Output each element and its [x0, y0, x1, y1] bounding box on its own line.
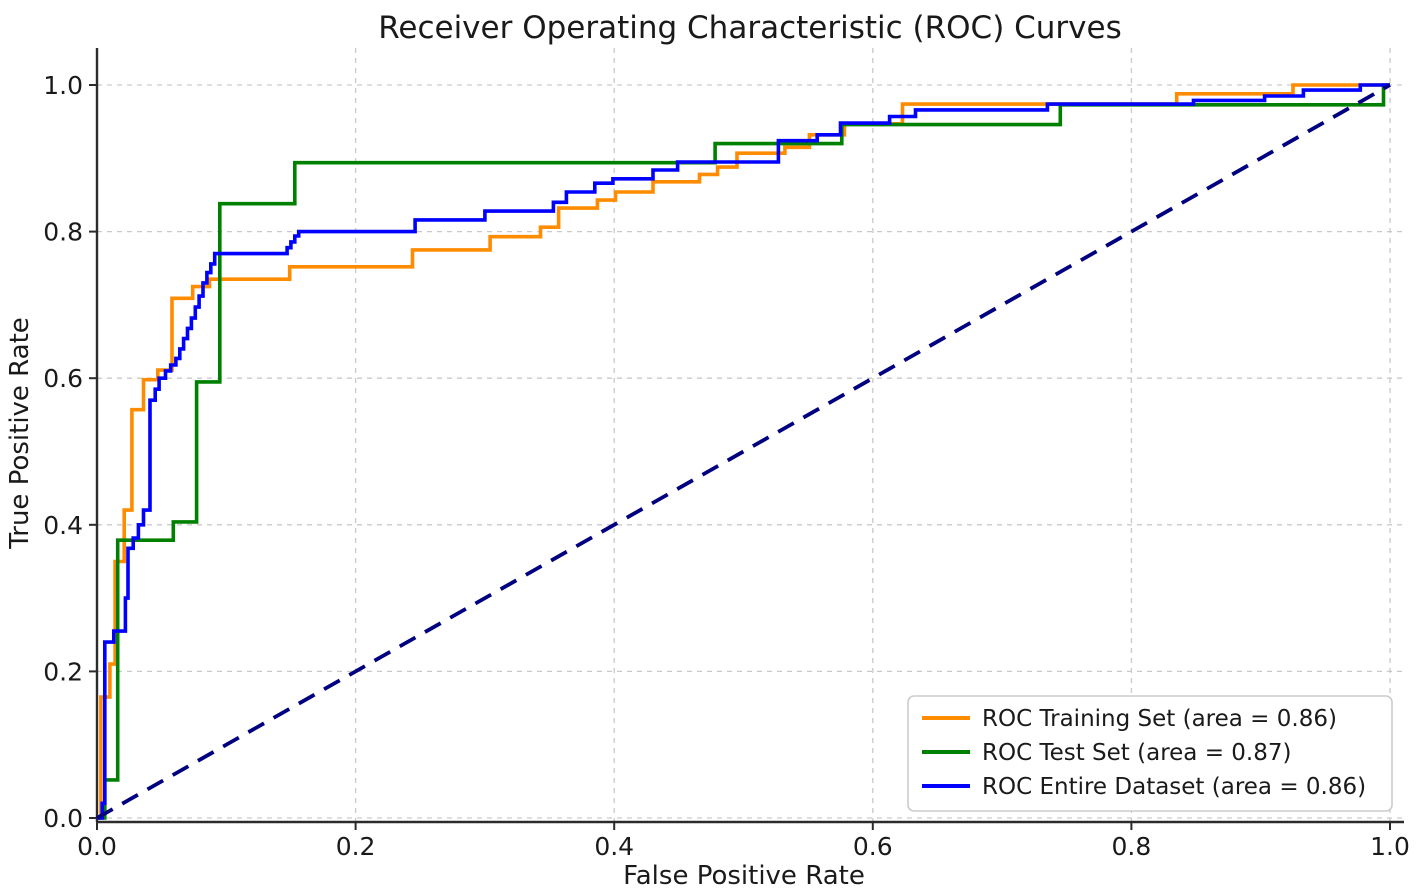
legend-label-roc-test-set: ROC Test Set (area = 0.87)	[982, 740, 1291, 766]
x-tick-label-0.6: 0.6	[853, 832, 893, 861]
roc-test-set-curve	[97, 83, 1390, 820]
grid-lines	[96, 48, 1404, 822]
x-tick-label-0.4: 0.4	[594, 832, 634, 861]
legend: ROC Training Set (area = 0.86) ROC Test S…	[907, 695, 1393, 812]
chance-diagonal-line	[96, 83, 1391, 820]
chart-title: Receiver Operating Characteristic (ROC) …	[378, 10, 1122, 46]
x-tick-label-0.8: 0.8	[1112, 832, 1152, 861]
roc-curves	[97, 83, 1390, 820]
y-axis-label: True Positive Rate	[5, 317, 35, 550]
y-tick-label-0.0: 0.0	[43, 804, 83, 833]
y-tick-label-0.8: 0.8	[43, 218, 83, 247]
y-tick-label-0.6: 0.6	[43, 364, 83, 393]
x-tick-label-0.2: 0.2	[336, 832, 376, 861]
legend-label-roc-training-set: ROC Training Set (area = 0.86)	[982, 706, 1337, 732]
x-tick-label-0.0: 0.0	[77, 832, 117, 861]
roc-entire-dataset-curve	[97, 83, 1390, 820]
x-tick-label-1.0: 1.0	[1370, 832, 1410, 861]
y-tick-label-0.4: 0.4	[43, 511, 83, 540]
axis-ticks: 0.0 0.2 0.4 0.6 0.8 1.0 0.0 0.2 0.4 0.6 0.8 1.0	[43, 71, 1410, 861]
chance-diagonal	[96, 83, 1391, 820]
roc-training-set-curve	[97, 83, 1390, 820]
y-tick-label-0.2: 0.2	[43, 657, 83, 686]
axis-spines	[95, 48, 1404, 824]
y-tick-label-1.0: 1.0	[43, 71, 83, 100]
legend-label-roc-entire-dataset: ROC Entire Dataset (area = 0.86)	[982, 774, 1366, 800]
x-axis-label: False Positive Rate	[623, 861, 865, 891]
legend-box	[907, 695, 1393, 812]
